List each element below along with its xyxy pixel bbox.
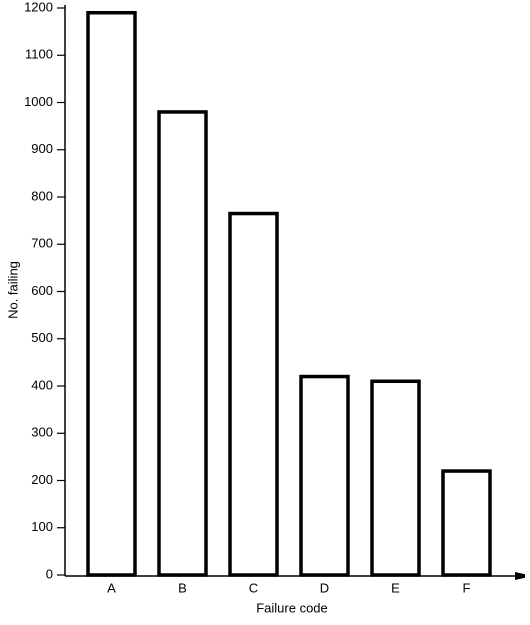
bar — [157, 110, 208, 577]
y-tick-label: 900 — [31, 141, 53, 156]
y-tick-label: 500 — [31, 330, 53, 345]
x-tick-label: A — [107, 580, 116, 595]
y-tick-label: 300 — [31, 425, 53, 440]
bar — [370, 379, 421, 577]
y-tick-label: 100 — [31, 519, 53, 534]
x-tick-label: B — [178, 580, 187, 595]
y-tick-label: 800 — [31, 188, 53, 203]
bar — [299, 374, 350, 577]
x-axis-label: Failure code — [256, 600, 328, 615]
bar — [86, 10, 137, 577]
y-tick-label: 400 — [31, 377, 53, 392]
y-tick-label: 1100 — [25, 47, 53, 62]
x-tick-label: C — [249, 580, 258, 595]
y-tick-label: 200 — [31, 472, 53, 487]
bar — [228, 211, 279, 577]
y-tick-label: 700 — [31, 236, 53, 251]
bar — [441, 469, 492, 577]
y-tick-label: 1000 — [24, 94, 53, 109]
y-tick-label: 1200 — [24, 0, 53, 14]
x-tick-label: F — [463, 580, 471, 595]
x-tick-label: D — [320, 580, 329, 595]
x-tick-label: E — [391, 580, 400, 595]
y-tick-label: 0 — [46, 566, 53, 581]
y-axis-label: No. failing — [5, 261, 20, 319]
y-tick-label: 600 — [31, 283, 53, 298]
